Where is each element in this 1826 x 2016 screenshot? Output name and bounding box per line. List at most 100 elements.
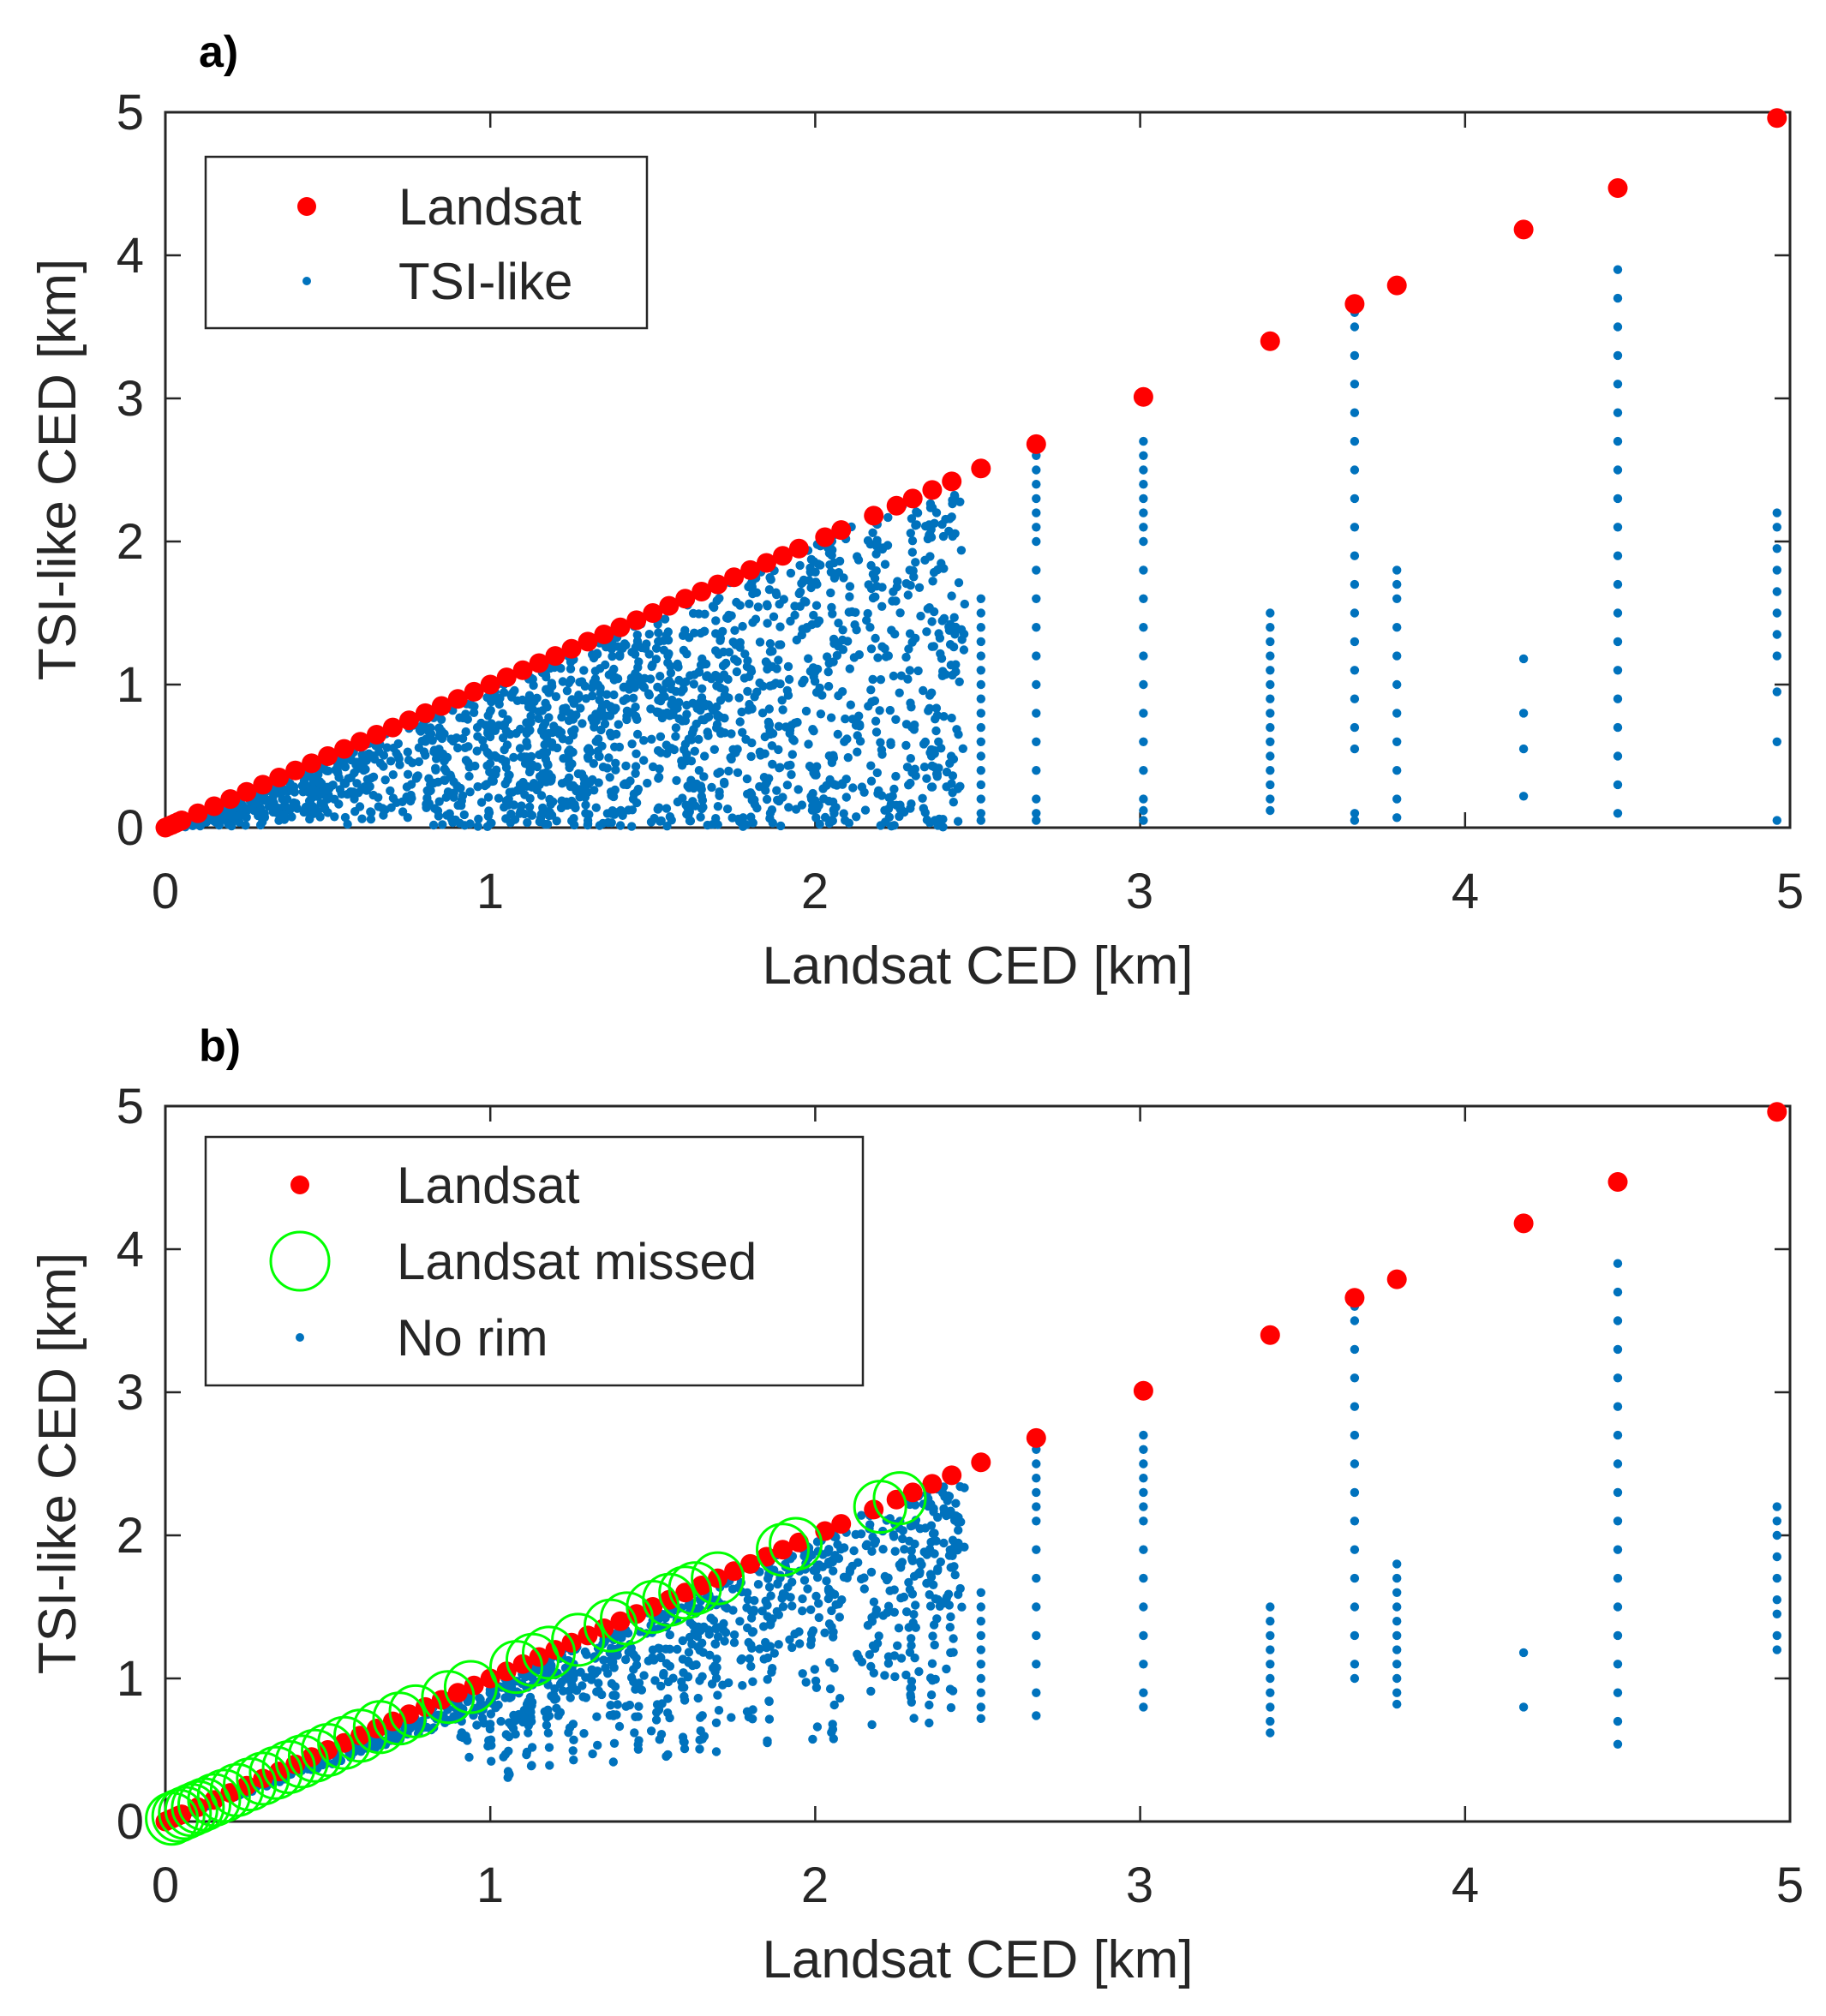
panel-b-no-rim-point [1392,1699,1402,1709]
panel-b-no-rim-point [922,1550,932,1559]
panel-b-no-rim-point [909,1571,919,1582]
panel-a-tsi-like-point [666,668,676,678]
panel-a-tsi-like-point [697,684,707,693]
panel-a-x-tick-label: 1 [476,864,504,919]
panel-a-tsi-like-point [953,817,963,826]
panel-a-tsi-like-point [765,727,775,736]
panel-a-tsi-like-point [950,492,960,501]
panel-a-landsat-point [447,689,468,709]
panel-a-tsi-like-point [841,793,851,802]
panel-a-tsi-like-point [359,766,368,775]
panel-b-y-tick-label: 1 [117,1651,144,1707]
panel-a-tsi-like-point [745,599,754,608]
panel-b-no-rim-point [907,1697,917,1708]
panel-a-tsi-like-point [1518,744,1529,754]
panel-b-no-rim-point [933,1564,943,1574]
panel-a-tsi-like-point [382,743,392,752]
panel-b-landsat-missed-point [443,1660,498,1714]
panel-a-tsi-like-point [783,661,793,672]
panel-b-no-rim-point [720,1636,729,1646]
panel-a-tsi-like-point [422,799,431,809]
panel-a-tsi-like-point [748,618,757,627]
panel-a-tsi-like-point [647,734,656,744]
panel-b-no-rim-point [942,1664,951,1674]
panel-b-no-rim-point [1772,1630,1781,1641]
panel-a-landsat-point [1607,178,1628,198]
panel-b-no-rim-point [683,1672,692,1681]
panel-b-landsat-missed-point [421,1670,476,1725]
panel-a-tsi-like-point [1613,751,1623,761]
panel-a-tsi-like-point [947,512,956,522]
panel-b-no-rim-point [907,1641,916,1650]
panel-b-no-rim-point [907,1634,916,1643]
panel-a-tsi-like-point [583,787,592,798]
panel-b-no-rim-point [839,1572,849,1582]
panel-b-no-rim-point [586,1672,596,1682]
panel-b-landsat-missed-point [223,1757,278,1812]
panel-a-tsi-like-point [464,771,474,781]
panel-a-tsi-like-point [1613,579,1623,589]
panel-a-tsi-like-point [895,688,904,697]
panel-a-tsi-like-point [853,552,862,561]
panel-a-tsi-like-point [1139,565,1148,575]
panel-a-tsi-like-point [1139,465,1148,475]
panel-b-no-rim-point [634,1678,644,1688]
panel-b-no-rim-point [950,1570,960,1580]
panel-b-no-rim-point [940,1492,949,1502]
panel-a-tsi-like-point [1613,666,1623,675]
panel-b-no-rim-point [1139,1487,1148,1498]
panel-b-landsat-point [675,1582,696,1603]
panel-a-tsi-like-point [330,794,339,804]
panel-b-no-rim-point [746,1613,757,1623]
panel-b-landsat-missed-point [769,1516,823,1571]
panel-a-tsi-like-point [256,804,266,813]
panel-b-no-rim-point [678,1654,688,1664]
panel-a-landsat-point [188,803,208,823]
panel-a-tsi-like-point [737,707,746,717]
panel-b-no-rim-point [713,1690,722,1700]
panel-a-tsi-like-point [365,781,374,792]
panel-a-tsi-like-point [653,745,663,756]
panel-a-y-tick-label: 2 [117,514,144,570]
panel-a-tsi-like-point [709,745,719,754]
panel-a-tsi-like-point [694,667,703,677]
panel-a-tsi-like-point [976,766,986,775]
panel-a-tsi-like-point [1392,679,1402,690]
panel-a-tsi-like-point [829,634,839,644]
panel-b-no-rim-point [1266,1660,1275,1669]
panel-a-tsi-like-point [606,787,616,797]
panel-b-no-rim-point [630,1728,639,1738]
panel-b-no-rim-point [900,1545,909,1554]
panel-a-tsi-like-point [639,683,650,692]
panel-a-tsi-like-point [580,681,590,691]
panel-b-no-rim-point [795,1639,805,1648]
panel-a-tsi-like-point [609,703,619,713]
panel-a-tsi-like-point [290,787,300,797]
panel-b-x-tick-labels: 0 1 2 3 4 5 [152,1857,1804,1913]
panel-a-tsi-like-point [937,616,947,625]
panel-a-tsi-like-point [876,675,886,685]
panel-b-no-rim-point [1613,1516,1623,1526]
panel-a-tsi-like-point [769,612,779,621]
panel-a-tsi-like-point [524,767,535,777]
panel-a-tsi-like-point [440,757,449,766]
panel-a-tsi-like-point [1350,809,1360,818]
panel-b-landsat-point [942,1465,962,1486]
panel-b-no-rim-point [1613,1573,1623,1583]
panel-a-tsi-like-point [1350,551,1360,560]
panel-a-tsi-like-point [485,767,494,777]
panel-a-tsi-like-point [426,786,435,795]
panel-a-tsi-like-point [820,812,830,823]
panel-b-no-rim-point [714,1706,724,1715]
panel-a-tsi-like-point [1613,265,1623,274]
panel-a-landsat-point [480,674,500,695]
panel-a-tsi-like-point [743,656,752,666]
panel-b-no-rim-point [680,1744,690,1754]
panel-a-tsi-like-point [763,717,774,727]
panel-a-tsi-like-point [939,564,949,573]
panel-a-tsi-like-point [719,777,729,787]
panel-b-no-rim-point [1350,1630,1360,1641]
panel-b-no-rim-point [889,1607,900,1618]
panel-a-tsi-like-point [566,664,576,673]
panel-a-tsi-like-point [453,800,463,811]
